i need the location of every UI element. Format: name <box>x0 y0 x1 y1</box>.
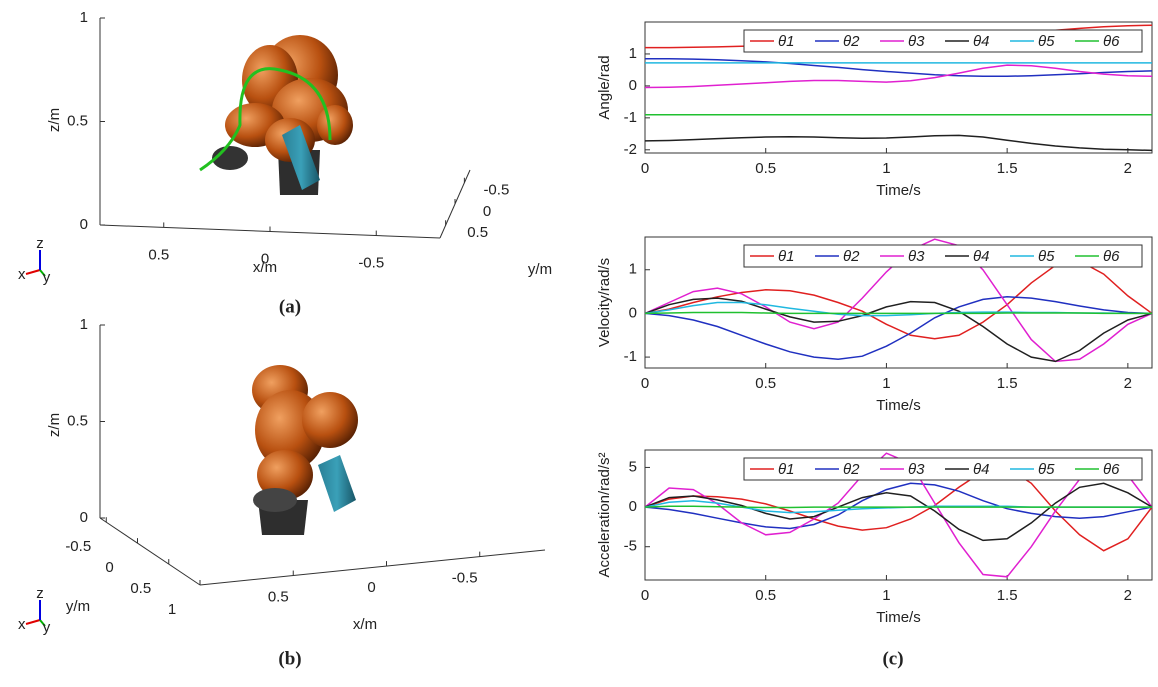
x-tick-label: 2 <box>1124 160 1132 177</box>
x-tick-label: 1 <box>882 160 890 177</box>
y-tick-label: -1 <box>624 348 637 365</box>
legend-label: θ1 <box>778 33 794 50</box>
y-axis-label: y/m <box>66 598 90 615</box>
x-tick-label: 0.5 <box>755 160 776 177</box>
legend-label: θ4 <box>973 248 989 265</box>
x-axis-label: x/m <box>253 259 277 276</box>
robot-a <box>200 35 353 195</box>
z-tick-label: 1 <box>80 9 88 26</box>
legend-label: θ5 <box>1038 33 1055 50</box>
legend-label: θ3 <box>908 461 925 478</box>
y-axis-label: Velocity/rad/s <box>596 258 613 347</box>
y-tick-label: -1 <box>624 109 637 126</box>
legend-label: θ3 <box>908 33 925 50</box>
panel-caption: (a) <box>279 296 301 317</box>
legend-label: θ2 <box>843 461 860 478</box>
legend-label: θ5 <box>1038 248 1055 265</box>
y-tick-label: 1 <box>629 45 637 62</box>
y-axis-label: y/m <box>528 261 552 278</box>
triad-label: x <box>18 616 26 633</box>
triad-axis <box>26 270 40 274</box>
triad-label: y <box>43 619 51 636</box>
legend-label: θ4 <box>973 33 989 50</box>
y-tick-label: 1 <box>629 261 637 278</box>
x-tick-label: 0.5 <box>148 246 169 263</box>
x-tick-label: 0 <box>641 160 649 177</box>
x-tick-label: 1.5 <box>997 587 1018 604</box>
y-tick-label: 1 <box>168 601 176 618</box>
legend-label: θ2 <box>843 33 860 50</box>
y-tick-label: 0 <box>629 77 637 94</box>
x-tick-label: 0.5 <box>268 589 289 606</box>
x-tick-label: 0.5 <box>755 375 776 392</box>
legend-label: θ3 <box>908 248 925 265</box>
x-tick-label: 1 <box>882 587 890 604</box>
x-tick-label: 1.5 <box>997 375 1018 392</box>
y-tick-label: -2 <box>624 141 637 158</box>
legend-label: θ4 <box>973 461 989 478</box>
triad-label: z <box>36 585 44 602</box>
z-tick-label: 0 <box>80 509 88 526</box>
z-axis-label: z/m <box>46 413 63 437</box>
legend-label: θ6 <box>1103 248 1120 265</box>
x-axis-label: Time/s <box>876 182 920 199</box>
x-tick-label: 1.5 <box>997 160 1018 177</box>
legend-label: θ1 <box>778 248 794 265</box>
x-axis-label: x/m <box>353 616 377 633</box>
legend-label: θ1 <box>778 461 794 478</box>
x-tick-label: 2 <box>1124 375 1132 392</box>
series-line <box>645 506 1152 507</box>
y-tick-label: 0 <box>629 498 637 515</box>
y-tick-label: 0 <box>629 304 637 321</box>
x-tick-label: 1 <box>882 375 890 392</box>
x-tick-label: 0 <box>641 375 649 392</box>
legend-label: θ2 <box>843 248 860 265</box>
x-tick-label: 0 <box>367 579 375 596</box>
x-tick-label: -0.5 <box>452 570 478 587</box>
y-axis <box>100 518 200 585</box>
panel-caption: (b) <box>278 648 301 669</box>
legend-label: θ6 <box>1103 33 1120 50</box>
robot-b <box>252 365 358 535</box>
panel-caption: (c) <box>882 648 903 669</box>
y-tick-label: 0.5 <box>130 580 151 597</box>
x-tick-label: 0 <box>641 587 649 604</box>
x-tick-label: 0.5 <box>755 587 776 604</box>
x-tick-label: 2 <box>1124 587 1132 604</box>
y-tick-label: 0.5 <box>467 224 488 241</box>
triad-axis <box>26 620 40 624</box>
y-tick-label: 0 <box>105 559 113 576</box>
z-axis-label: z/m <box>46 108 63 132</box>
y-tick-label: -0.5 <box>65 538 91 555</box>
legend-label: θ5 <box>1038 461 1055 478</box>
y-axis-label: Angle/rad <box>596 55 613 119</box>
z-tick-label: 0 <box>80 216 88 233</box>
x-tick-label: -0.5 <box>358 255 384 272</box>
y-tick-label: 5 <box>629 458 637 475</box>
y-tick-label: 0 <box>483 203 491 220</box>
y-tick-label: -5 <box>624 538 637 555</box>
z-tick-label: 0.5 <box>67 412 88 429</box>
y-axis-label: Acceleration/rad/s² <box>596 452 613 577</box>
triad-label: x <box>18 266 26 283</box>
x-axis-label: Time/s <box>876 397 920 414</box>
x-axis-label: Time/s <box>876 609 920 626</box>
triad-label: z <box>36 235 44 252</box>
triad-label: y <box>43 269 51 286</box>
z-tick-label: 0.5 <box>67 112 88 129</box>
y-tick-label: -0.5 <box>483 182 509 199</box>
z-tick-label: 1 <box>80 316 88 333</box>
figure: 0.50-0.5x/m-0.500.5y/m00.51z/mxyz0.50-0.… <box>0 0 1158 682</box>
legend-label: θ6 <box>1103 461 1120 478</box>
